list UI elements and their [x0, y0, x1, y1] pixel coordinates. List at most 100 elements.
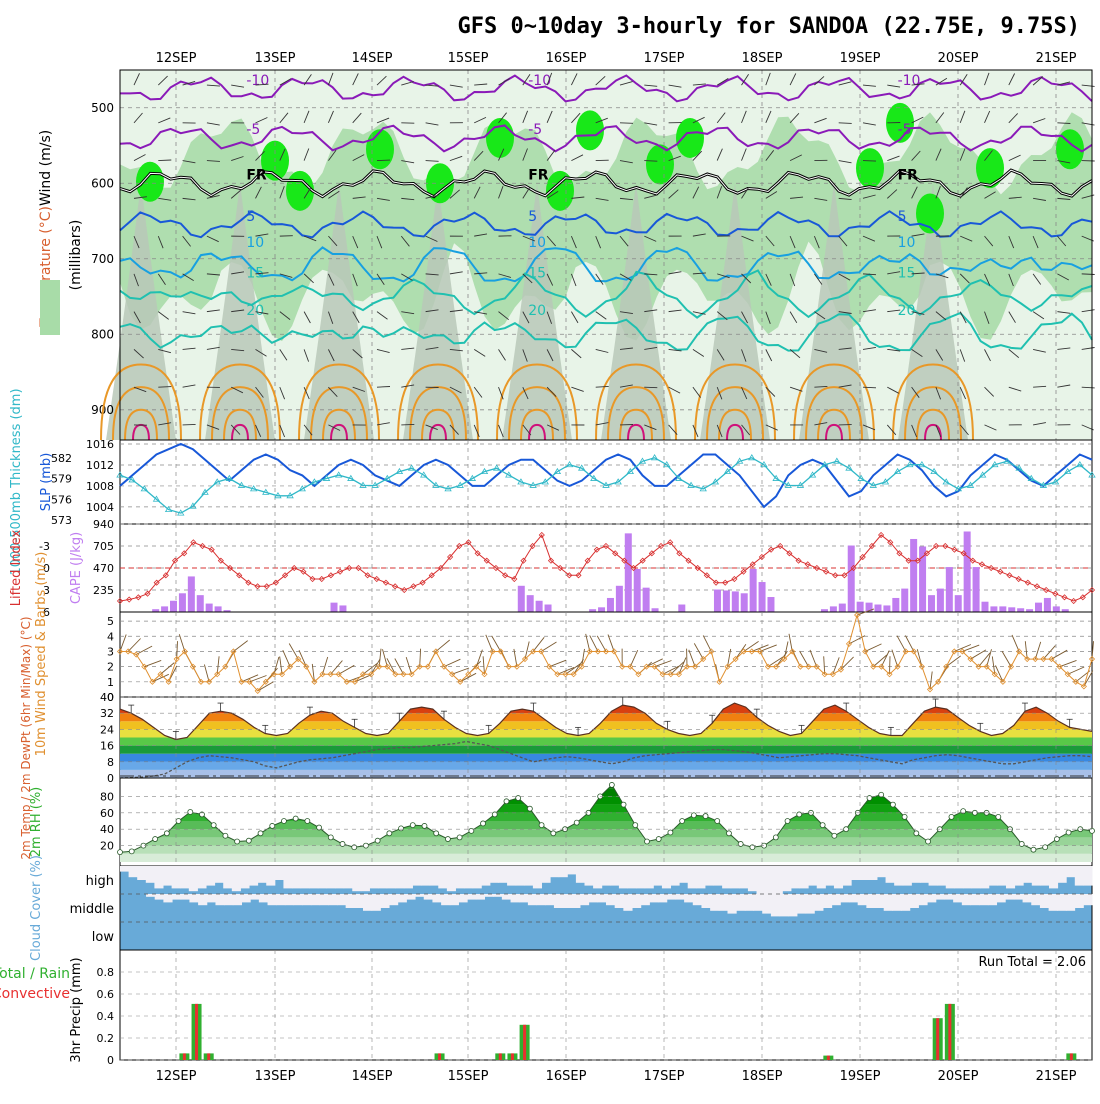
- cape-ylabel: CAPE (J/kg): [69, 532, 84, 604]
- rh-marker: [164, 831, 169, 836]
- cape-bar: [928, 595, 935, 612]
- isotherm-label: 10: [246, 235, 264, 251]
- cape-bar: [1053, 606, 1060, 612]
- cloud-mid-gap: [502, 894, 511, 900]
- cape-bar: [1035, 603, 1042, 612]
- cloud-mid-gap: [667, 894, 676, 900]
- isotherm-label: 5: [898, 209, 907, 225]
- cloud-high-gap: [378, 866, 387, 888]
- cloud-high-gap: [671, 866, 680, 886]
- rh-marker: [504, 799, 509, 804]
- wind-barb: [158, 387, 171, 388]
- cloud-mid-gap: [814, 894, 823, 911]
- cloud-mid-gap: [606, 894, 615, 905]
- rh-saturated-core: [286, 171, 314, 211]
- rh-marker: [902, 814, 907, 819]
- cloud-high-gap: [335, 866, 344, 888]
- cloud-high-gap: [825, 866, 834, 886]
- cloud-high-gap: [438, 866, 447, 888]
- rh-marker: [176, 819, 181, 824]
- chart-title: GFS 0~10day 3-hourly for SANDOA (22.75E,…: [457, 14, 1080, 39]
- cape-bar: [643, 588, 650, 612]
- cloud-high-gap: [748, 866, 757, 891]
- wind-barb: [1082, 274, 1095, 275]
- precip-convective-bar: [523, 1025, 526, 1060]
- cape-bar: [990, 606, 997, 612]
- slp-tick-label: 1016: [86, 438, 114, 451]
- cloud-mid-gap: [215, 894, 224, 905]
- isotherm-label: 20: [528, 303, 546, 319]
- day-label-top: 21SEP: [1036, 51, 1077, 66]
- cloud-high-gap: [258, 866, 267, 883]
- cloud-high-gap: [688, 866, 697, 888]
- rh-saturated-core: [136, 162, 164, 202]
- cape-tick-label: 470: [93, 562, 114, 575]
- isotherm-label: FR: [898, 167, 919, 183]
- cloud-high-gap: [309, 866, 318, 888]
- cloud-high-gap: [163, 866, 172, 886]
- cloud-high-gap: [954, 866, 963, 888]
- precip-convective-bar: [827, 1056, 830, 1060]
- cloud-mid-gap: [771, 894, 780, 916]
- cloud-high-gap: [739, 866, 748, 888]
- rh-marker: [129, 849, 134, 854]
- y-tick-label: 500: [91, 101, 114, 115]
- precip-convective-bar: [438, 1053, 441, 1060]
- cloud-high-gap: [851, 866, 860, 880]
- cloud-high-gap: [240, 866, 249, 888]
- cloud-mid-gap: [910, 894, 919, 908]
- precip-ylabel: 3hr Precip (mm): [69, 957, 84, 1062]
- precip-tick-label: 0.4: [97, 1010, 115, 1023]
- rh-saturated-core: [676, 118, 704, 158]
- cloud-mid-gap: [701, 894, 710, 908]
- cloud-high-gap: [404, 866, 413, 888]
- cloud-high-gap: [980, 866, 989, 888]
- cloud-mid-gap: [797, 894, 806, 914]
- rh-saturated-core: [646, 144, 674, 184]
- cloud-mid-gap: [997, 894, 1006, 902]
- cloud-mid-gap: [328, 894, 337, 905]
- temp-tick-label: 8: [107, 756, 114, 769]
- cape-bar: [910, 539, 917, 612]
- day-label-top: 12SEP: [156, 51, 197, 66]
- cloud-high-gap: [464, 866, 473, 888]
- cloud-mid-gap: [363, 894, 372, 911]
- cloud-mid-gap: [649, 894, 658, 902]
- wind-tick-label: 5: [107, 615, 114, 628]
- cloud-mid-gap: [1040, 894, 1049, 908]
- cloud-high-gap: [189, 866, 198, 891]
- cloud-mid-gap: [719, 894, 728, 911]
- cloud-high-gap: [550, 866, 559, 877]
- cloud-high-gap: [782, 866, 791, 891]
- rh-legend-swatch: [40, 280, 60, 335]
- cape-bar: [598, 607, 605, 612]
- cloud-mid-gap: [823, 894, 832, 908]
- cloud-high-gap: [972, 866, 981, 888]
- cloud-high-gap: [318, 866, 327, 888]
- cloud-high-gap: [361, 866, 370, 891]
- day-label-top: 19SEP: [840, 51, 881, 66]
- rh-marker: [305, 819, 310, 824]
- cloud-mid-gap: [1066, 894, 1075, 911]
- cloud-high-gap: [757, 866, 766, 894]
- cape-bar: [179, 593, 186, 612]
- cloud-high-gap: [120, 866, 129, 872]
- rh-marker: [574, 820, 579, 825]
- cloud-mid-gap: [233, 894, 242, 905]
- temp-tick-label: 0: [107, 772, 114, 785]
- temp-band: [120, 746, 1092, 754]
- cape-bar: [857, 602, 864, 612]
- cloud-mid-gap: [389, 894, 398, 905]
- rh-marker: [363, 843, 368, 848]
- precip-convective-bar: [511, 1053, 514, 1060]
- cloud-mid-gap: [927, 894, 936, 902]
- cloud-high-gap: [911, 866, 920, 883]
- cloud-mid-gap: [658, 894, 667, 902]
- cloud-high-gap: [714, 866, 723, 886]
- slp-tick-label: 1008: [86, 480, 114, 493]
- cape-bar: [767, 597, 774, 612]
- precip-convective-bar: [1070, 1053, 1073, 1060]
- cape-bar: [999, 606, 1006, 612]
- temp-tick-label: 32: [100, 707, 114, 720]
- cloud-mid-gap: [710, 894, 719, 911]
